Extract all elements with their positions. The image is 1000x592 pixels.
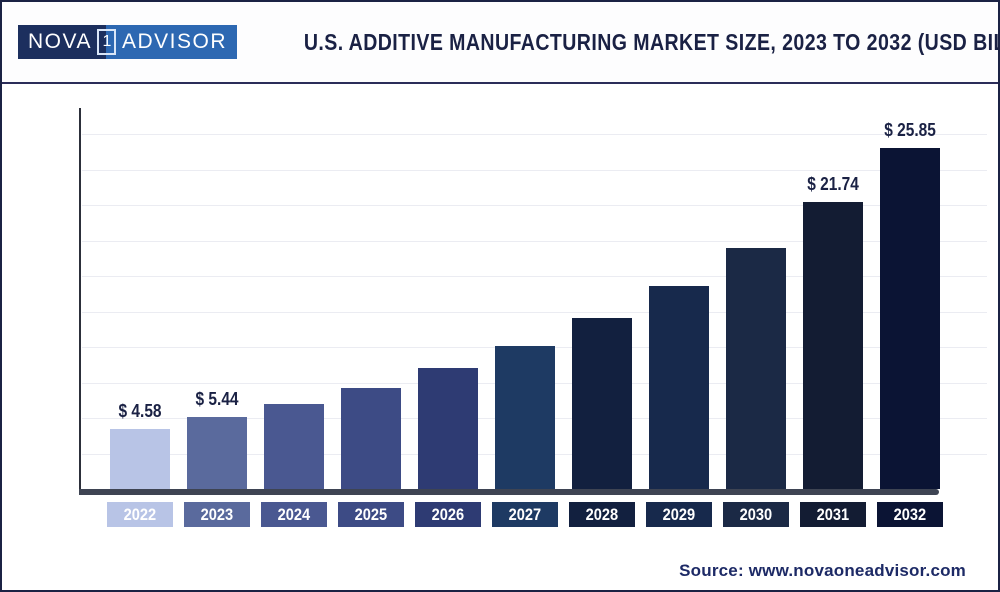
value-label-2032: $ 25.85 [884, 120, 936, 140]
x-tick-2029: 2029 [646, 502, 712, 527]
x-tick-2032: 2032 [877, 502, 943, 527]
logo-text-nova: NOVA [18, 25, 95, 59]
x-tick-2030: 2030 [723, 502, 789, 527]
bar-2027 [495, 346, 555, 489]
value-label-2031: $ 21.74 [807, 174, 859, 194]
title-container: U.S. ADDITIVE MANUFACTURING MARKET SIZE,… [237, 28, 1000, 56]
gridline [82, 240, 987, 242]
x-tick-2026: 2026 [415, 502, 481, 527]
x-tick-2022: 2022 [107, 502, 173, 527]
gridline [82, 134, 987, 135]
x-tick-2028: 2028 [569, 502, 635, 527]
logo-text-one: 1 [97, 29, 117, 55]
logo-one-box: 1 [94, 25, 119, 59]
bar-2024 [264, 404, 324, 489]
header-bar: NOVA 1 ADVISOR U.S. ADDITIVE MANUFACTURI… [2, 2, 998, 84]
x-tick-2025: 2025 [338, 502, 404, 527]
source-credit: Source: www.novaoneadvisor.com [679, 561, 966, 580]
y-axis-line [79, 108, 81, 489]
bar-2028 [572, 318, 632, 489]
page-title: U.S. ADDITIVE MANUFACTURING MARKET SIZE,… [303, 28, 1000, 55]
bar-2029 [649, 286, 709, 489]
nova-one-advisor-logo: NOVA 1 ADVISOR [18, 25, 237, 59]
bar-2025 [341, 388, 401, 489]
bar-2023 [187, 417, 247, 489]
gridline [82, 276, 987, 277]
x-tick-2024: 2024 [261, 502, 327, 527]
gridline [82, 311, 987, 313]
x-tick-2031: 2031 [800, 502, 866, 527]
gridline [82, 169, 987, 171]
bar-2031 [803, 202, 863, 489]
x-axis-line [79, 489, 939, 495]
x-tick-2023: 2023 [184, 502, 250, 527]
chart-plot: Source: www.novaoneadvisor.com $ 4.58 202… [2, 84, 998, 590]
value-label-2022: $ 4.58 [118, 401, 162, 421]
bar-2026 [418, 368, 478, 489]
bar-2032 [880, 148, 940, 489]
x-tick-2027: 2027 [492, 502, 558, 527]
value-label-2023: $ 5.44 [195, 389, 239, 409]
logo-text-advisor: ADVISOR [118, 25, 237, 59]
bar-2030 [726, 248, 786, 489]
gridline [82, 205, 987, 206]
bar-2022 [110, 429, 170, 489]
